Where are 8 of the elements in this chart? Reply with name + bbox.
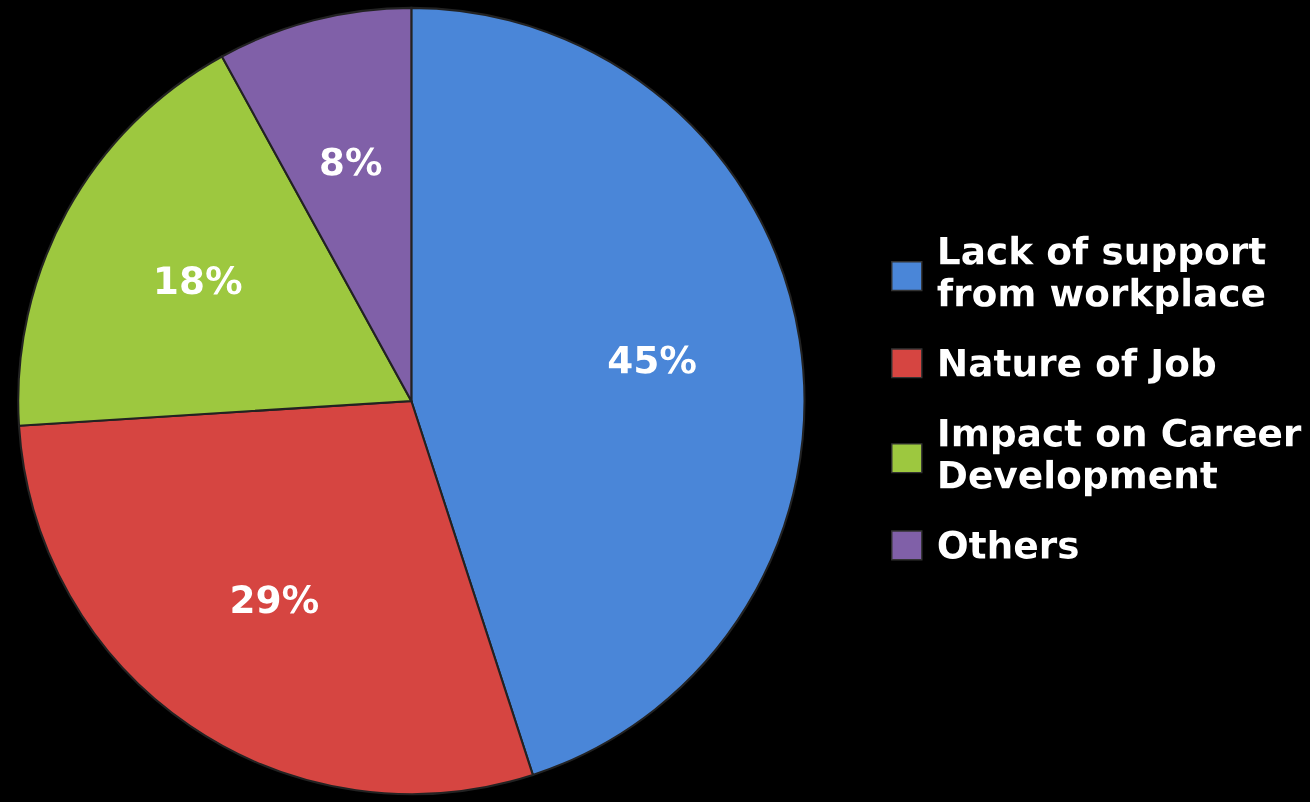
legend-label: Impact on Career Development: [940, 418, 1302, 497]
legend-label: Lack of support from workplace: [937, 235, 1266, 315]
legend-label: Nature of Job: [940, 347, 1216, 384]
legend-label: Others: [938, 529, 1078, 559]
data-label: 8%: [321, 147, 382, 176]
data-label: 29%: [232, 585, 319, 614]
data-label: 45%: [608, 345, 696, 374]
data-label: 18%: [157, 266, 242, 295]
